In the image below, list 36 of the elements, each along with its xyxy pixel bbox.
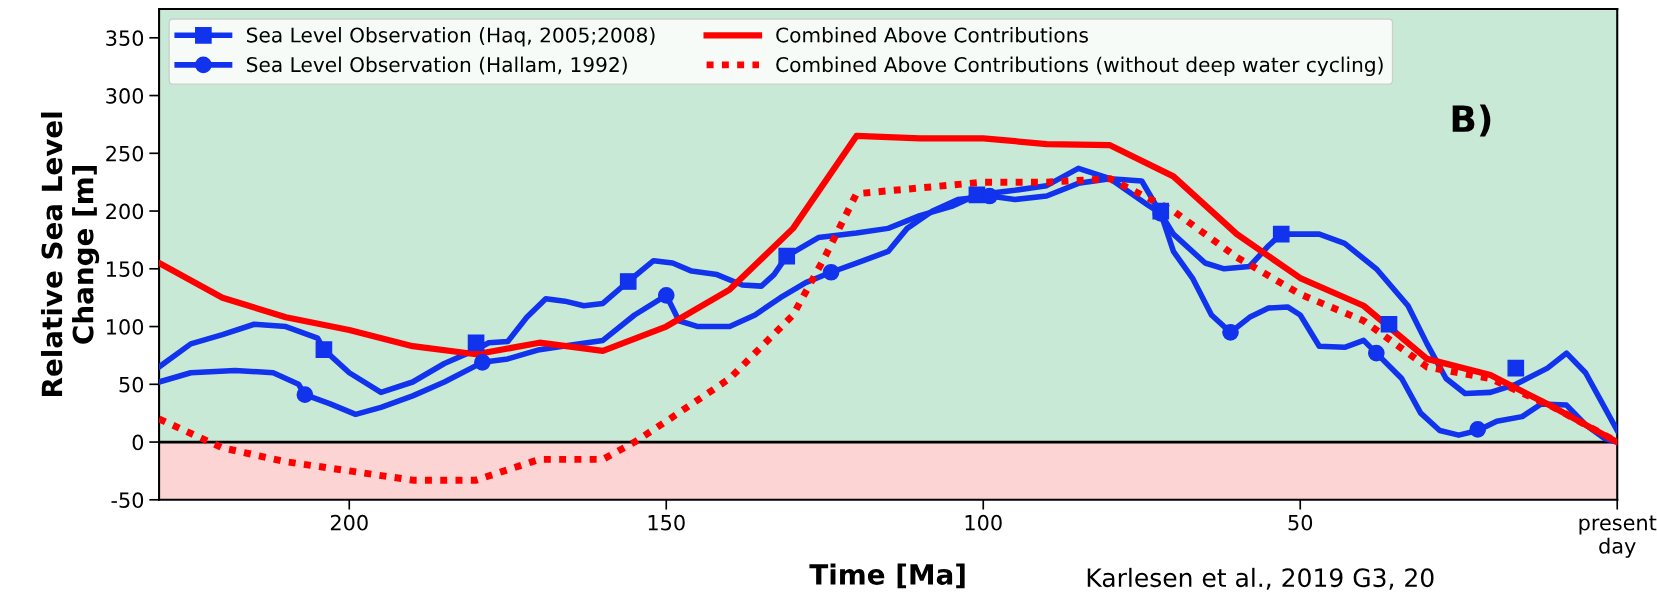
- point: [474, 354, 491, 371]
- point: [778, 247, 796, 265]
- y-tick-label: 200: [106, 203, 144, 220]
- x-tick-label: 100: [965, 514, 1002, 531]
- annotation: B): [1452, 104, 1491, 137]
- y-tick-label: 0: [132, 434, 144, 451]
- point: [467, 334, 485, 352]
- y-tick-label: 350: [106, 30, 144, 47]
- y-axis-title: Relative Sea Level Change [m]: [40, 112, 100, 396]
- y-tick-label: 250: [106, 145, 144, 162]
- y-tick-label: 300: [106, 88, 144, 104]
- legend-label: Combined Above Contributions (without deep water cycling): [776, 56, 1383, 77]
- point: [315, 341, 333, 358]
- text: Karlesen et al., 2019 G3, 20: [1087, 567, 1434, 590]
- x-tick-label: present day: [1579, 515, 1657, 558]
- x-tick-label: 50: [1288, 514, 1313, 531]
- point: [619, 273, 637, 290]
- x-tick-label: 200: [330, 514, 368, 531]
- point: [1469, 421, 1487, 438]
- legend-label: Sea Level Observation (Haq, 2005;2008): [247, 27, 655, 47]
- y-tick-label: 150: [107, 261, 144, 278]
- point: [822, 263, 840, 281]
- y-tick-label: 100: [107, 319, 144, 335]
- point: [1380, 315, 1398, 333]
- point: [296, 386, 314, 404]
- point: [1222, 323, 1239, 341]
- x-tick-label: 150: [648, 514, 685, 531]
- point: [1367, 344, 1385, 362]
- point: [1272, 225, 1290, 243]
- y-tick-label: -50: [111, 492, 144, 509]
- y-tick-label: 50: [119, 376, 144, 393]
- x-axis-title: Time [Ma]: [809, 563, 965, 589]
- point: [1507, 359, 1525, 377]
- point: [657, 287, 675, 304]
- legend-label: Combined Above Contributions: [776, 27, 1088, 43]
- legend-label: Sea Level Observation (Hallam, 1992): [247, 56, 627, 75]
